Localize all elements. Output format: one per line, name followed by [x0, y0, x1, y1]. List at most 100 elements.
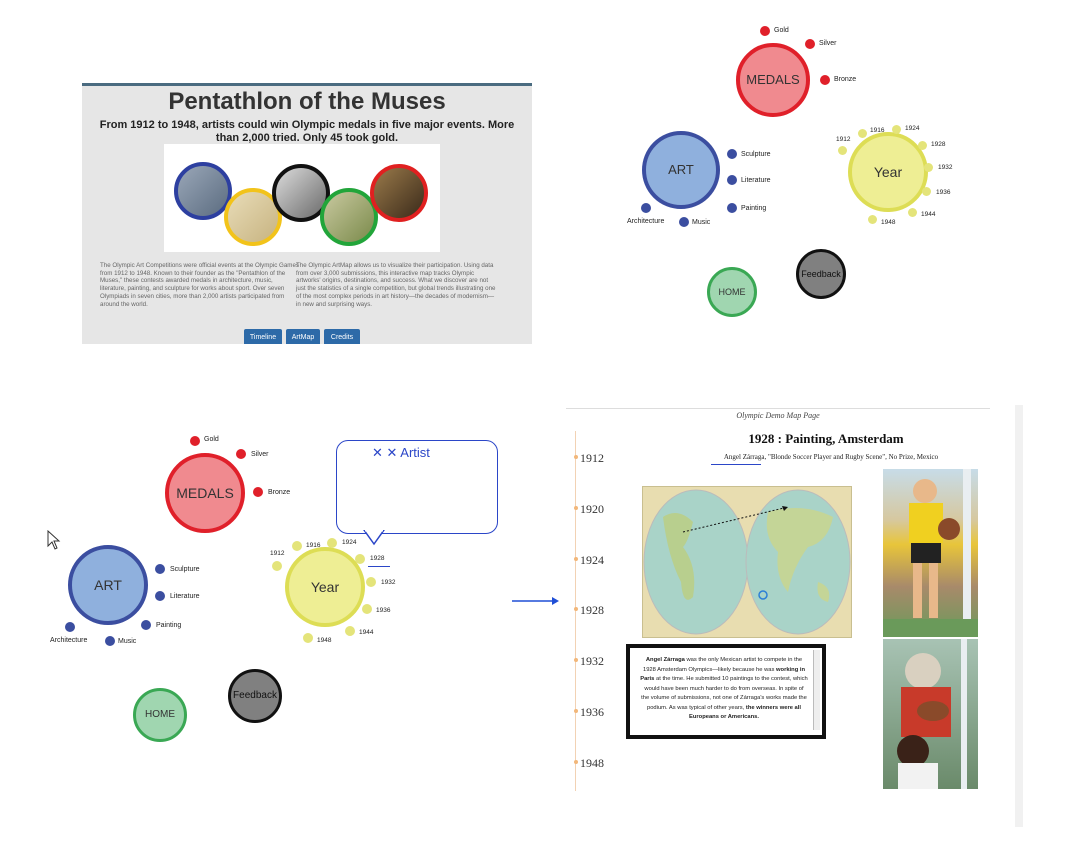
map-page-header: Olympic Demo Map Page [736, 411, 820, 420]
ring-blue-image [174, 162, 232, 220]
literature-label: Literature [741, 177, 771, 184]
timeline-year-1928[interactable]: 1928 [580, 603, 604, 617]
year-1912-dot[interactable] [838, 146, 847, 155]
ring-green-image [320, 188, 378, 246]
sculpture-label: Sculpture [170, 566, 200, 573]
sculpture-label: Sculpture [741, 151, 771, 158]
timeline-year-1932[interactable]: 1932 [580, 654, 604, 668]
music-label: Music [118, 638, 137, 645]
year-1948-dot[interactable] [303, 633, 313, 643]
year-1916-label: 1916 [306, 542, 321, 549]
year-1932-dot[interactable] [924, 163, 933, 172]
year-1928-dot[interactable] [355, 554, 365, 564]
silver-dot[interactable] [236, 449, 246, 459]
year-1928-dot[interactable] [918, 141, 927, 150]
year-1944-dot[interactable] [345, 626, 355, 636]
silver-label: Silver [251, 451, 269, 458]
feedback-button[interactable]: Feedback [796, 249, 846, 299]
artist-tooltip: ✕ ✕ Artist [336, 440, 498, 534]
bronze-label: Bronze [268, 489, 291, 496]
medals-bubble[interactable]: MEDALS [165, 453, 245, 533]
year-1912-dot[interactable] [272, 561, 282, 571]
artmap-button[interactable]: ArtMap [286, 329, 320, 344]
year-1928-label: 1928 [931, 141, 946, 148]
timeline-year-1948[interactable]: 1948 [580, 756, 604, 770]
architecture-dot[interactable] [641, 203, 651, 213]
year-1944-label: 1944 [921, 211, 936, 218]
painting-soccer-player[interactable] [883, 469, 978, 637]
transition-arrow-icon [512, 597, 559, 605]
map-page-title: 1928 : Painting, Amsterdam [748, 431, 904, 446]
bio-text-1: was the only Mexican artist to compete i… [642, 657, 803, 673]
timeline-year-1912[interactable]: 1912 [580, 451, 604, 465]
bio-highlight-winners: the winners were all Europeans or Americ… [688, 704, 801, 721]
sculpture-dot[interactable] [155, 564, 165, 574]
year-bubble[interactable]: Year [848, 132, 928, 212]
ring-red-image [370, 164, 428, 222]
map-page-panel: Olympic Demo Map Page 1928 : Painting, A… [566, 408, 990, 804]
year-1916-dot[interactable] [858, 129, 867, 138]
bio-highlight-paris: working in Paris [640, 666, 806, 683]
literature-label: Literature [170, 593, 200, 600]
home-button[interactable]: HOME [707, 267, 757, 317]
painting-dot[interactable] [141, 620, 151, 630]
year-1928-label: 1928 [370, 555, 385, 562]
literature-dot[interactable] [727, 175, 737, 185]
year-1932-dot[interactable] [366, 577, 376, 587]
timeline-year-1924[interactable]: 1924 [580, 553, 604, 567]
year-1912-label: 1912 [836, 136, 851, 143]
literature-dot[interactable] [155, 591, 165, 601]
landing-page-panel: Pentathlon of the Muses From 1912 to 194… [82, 83, 532, 344]
painting-dot[interactable] [727, 203, 737, 213]
sculpture-dot[interactable] [727, 149, 737, 159]
architecture-label: Architecture [627, 218, 665, 225]
bronze-dot[interactable] [820, 75, 830, 85]
painting-label: Painting [156, 622, 182, 629]
bronze-label: Bronze [834, 76, 857, 83]
feedback-button[interactable]: Feedback [228, 669, 282, 723]
year-1928-underline [368, 566, 390, 567]
timeline-button[interactable]: Timeline [244, 329, 282, 344]
year-1948-dot[interactable] [868, 215, 877, 224]
timeline-tick [574, 709, 578, 713]
world-map[interactable] [642, 486, 852, 638]
architecture-dot[interactable] [65, 622, 75, 632]
year-1916-dot[interactable] [292, 541, 302, 551]
music-dot[interactable] [679, 217, 689, 227]
bubble-menu-panel: MEDALS Gold Silver Bronze ART Sculpture … [600, 15, 980, 325]
timeline-year-1936[interactable]: 1936 [580, 705, 604, 719]
bio-scrollbar[interactable] [813, 650, 820, 730]
page-scrollbar[interactable] [1015, 405, 1023, 827]
year-1924-dot[interactable] [892, 125, 901, 134]
gold-dot[interactable] [190, 436, 200, 446]
year-1936-dot[interactable] [362, 604, 372, 614]
tooltip-pointer [363, 530, 385, 546]
year-1936-dot[interactable] [922, 187, 931, 196]
year-1944-dot[interactable] [908, 208, 917, 217]
year-1924-label: 1924 [905, 125, 920, 132]
silver-dot[interactable] [805, 39, 815, 49]
ring-black-image [272, 164, 330, 222]
music-dot[interactable] [105, 636, 115, 646]
home-button[interactable]: HOME [133, 688, 187, 742]
bronze-dot[interactable] [253, 487, 263, 497]
artist-bio-box: Angel Zárraga was the only Mexican artis… [626, 644, 826, 739]
year-1924-dot[interactable] [327, 538, 337, 548]
art-bubble[interactable]: ART [68, 545, 148, 625]
gold-dot[interactable] [760, 26, 770, 36]
year-1916-label: 1916 [870, 127, 885, 134]
timeline-year-1920[interactable]: 1920 [580, 502, 604, 516]
art-bubble[interactable]: ART [642, 131, 720, 209]
timeline-tick [574, 658, 578, 662]
bio-text-2: at the time. He submitted 10 paintings t… [641, 676, 808, 711]
timeline-tick [574, 455, 578, 459]
artwork-entry[interactable]: Angel Zárraga, "Blonde Soccer Player and… [723, 453, 939, 461]
painting-rugby-scene[interactable] [883, 639, 978, 789]
year-bubble[interactable]: Year [285, 547, 365, 627]
intro-text-right: The Olympic ArtMap allows us to visualiz… [296, 262, 496, 308]
painting-label: Painting [741, 205, 767, 212]
credits-button[interactable]: Credits [324, 329, 360, 344]
architecture-label: Architecture [50, 637, 88, 644]
bubble-menu-hover-panel: MEDALS Gold Silver Bronze ✕ ✕ Artist ART… [40, 425, 510, 745]
medals-bubble[interactable]: MEDALS [736, 43, 810, 117]
